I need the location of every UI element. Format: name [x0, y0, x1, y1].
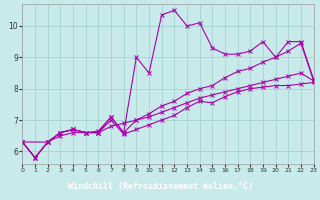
Text: Windchill (Refroidissement éolien,°C): Windchill (Refroidissement éolien,°C) — [68, 182, 252, 192]
